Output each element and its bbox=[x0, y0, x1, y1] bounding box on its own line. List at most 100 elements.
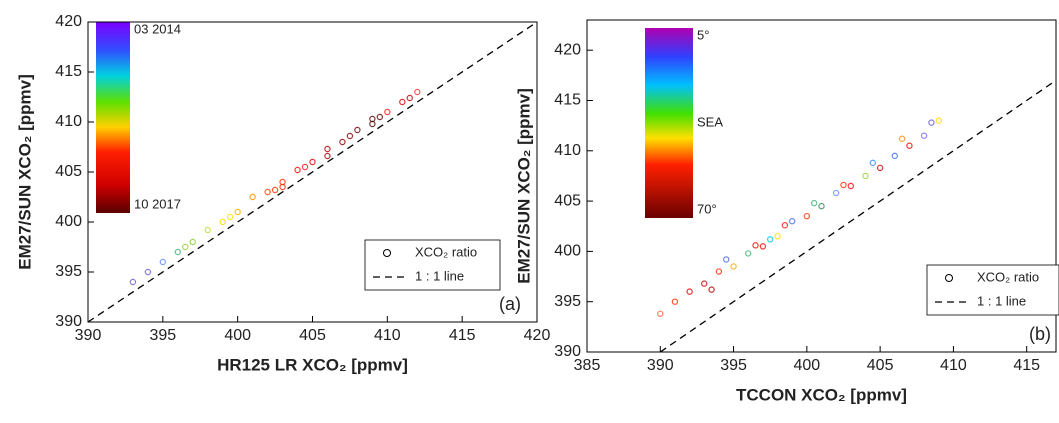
x-tick-label: 410 bbox=[940, 357, 967, 374]
legend-swatch bbox=[945, 274, 953, 282]
data-point bbox=[869, 159, 876, 167]
x-tick-label: 410 bbox=[374, 327, 401, 344]
data-point bbox=[144, 268, 152, 276]
y-tick-label: 395 bbox=[554, 293, 581, 310]
plot-area bbox=[88, 22, 537, 322]
data-point bbox=[928, 119, 935, 126]
data-point bbox=[671, 298, 679, 305]
data-point bbox=[920, 132, 928, 139]
plot-area bbox=[657, 79, 1056, 352]
data-point bbox=[862, 172, 869, 180]
x-tick-label: 400 bbox=[224, 327, 251, 344]
data-point bbox=[891, 152, 898, 160]
data-point bbox=[935, 117, 942, 124]
data-point bbox=[346, 132, 354, 140]
data-point bbox=[309, 158, 316, 166]
colorbar bbox=[645, 28, 693, 218]
y-tick-label: 410 bbox=[554, 142, 581, 159]
data-point bbox=[354, 126, 361, 134]
y-tick-label: 405 bbox=[55, 163, 82, 180]
data-point bbox=[294, 166, 301, 174]
data-point bbox=[840, 181, 847, 189]
reference-line bbox=[659, 79, 1056, 352]
data-point bbox=[324, 145, 331, 153]
y-tick-label: 405 bbox=[554, 192, 581, 209]
x-axis-label: TCCON XCO₂ [ppmv] bbox=[736, 385, 907, 404]
legend-swatch bbox=[383, 249, 391, 257]
legend-label: XCO₂ ratio bbox=[977, 269, 1039, 284]
y-tick-label: 390 bbox=[55, 313, 82, 330]
data-point bbox=[159, 258, 167, 266]
data-point bbox=[788, 218, 796, 225]
reference-line bbox=[88, 22, 537, 322]
data-point bbox=[129, 278, 137, 286]
y-tick-label: 400 bbox=[554, 243, 581, 260]
data-point bbox=[204, 226, 211, 234]
data-point bbox=[189, 238, 196, 246]
data-point bbox=[226, 213, 234, 221]
data-point bbox=[279, 183, 286, 191]
colorbar-label: SEA bbox=[697, 114, 723, 129]
panel-annotation: (a) bbox=[499, 294, 521, 314]
data-point bbox=[752, 242, 759, 249]
colorbar bbox=[96, 22, 130, 213]
x-tick-label: 405 bbox=[299, 327, 326, 344]
x-tick-label: 415 bbox=[1013, 357, 1040, 374]
data-point bbox=[906, 142, 913, 149]
legend-label: XCO₂ ratio bbox=[415, 244, 477, 259]
x-tick-label: 390 bbox=[647, 357, 674, 374]
data-point bbox=[745, 250, 752, 257]
x-tick-label: 420 bbox=[524, 327, 551, 344]
data-point bbox=[847, 182, 855, 190]
x-tick-label: 395 bbox=[720, 357, 747, 374]
data-point bbox=[803, 212, 811, 220]
data-point bbox=[715, 268, 723, 275]
data-point bbox=[708, 286, 715, 293]
data-point bbox=[182, 243, 189, 251]
data-point bbox=[701, 280, 708, 287]
data-point bbox=[271, 186, 279, 194]
legend-box bbox=[364, 239, 501, 291]
data-point bbox=[324, 152, 331, 160]
data-point bbox=[219, 218, 226, 226]
data-point bbox=[686, 288, 693, 295]
y-axis-label: EM27/SUN XCO₂ [ppmv] bbox=[514, 88, 533, 284]
data-point bbox=[369, 120, 376, 128]
y-axis-label: EM27/SUN XCO₂ [ppmv] bbox=[15, 74, 34, 270]
y-tick-label: 410 bbox=[55, 113, 82, 130]
data-point bbox=[767, 236, 774, 243]
data-point bbox=[339, 138, 346, 146]
legend-label: 1 : 1 line bbox=[415, 268, 464, 283]
data-point bbox=[406, 94, 413, 102]
data-point bbox=[759, 243, 767, 250]
colorbar-label: 03 2014 bbox=[134, 21, 181, 36]
colorbar-label: 10 2017 bbox=[134, 196, 181, 211]
data-point bbox=[898, 135, 906, 142]
data-point bbox=[399, 98, 406, 106]
data-point bbox=[264, 188, 271, 196]
data-point bbox=[384, 108, 391, 116]
data-point bbox=[234, 208, 241, 216]
colorbar-label: 70° bbox=[697, 201, 717, 216]
y-tick-label: 395 bbox=[55, 263, 82, 280]
data-point bbox=[301, 163, 309, 171]
data-point bbox=[414, 88, 421, 96]
panel-annotation: (b) bbox=[1029, 324, 1051, 344]
x-tick-label: 405 bbox=[867, 357, 894, 374]
x-tick-label: 415 bbox=[449, 327, 476, 344]
y-tick-label: 415 bbox=[554, 92, 581, 109]
x-tick-label: 385 bbox=[574, 357, 601, 374]
y-tick-label: 415 bbox=[55, 63, 82, 80]
y-tick-label: 420 bbox=[55, 13, 82, 30]
x-axis-label: HR125 LR XCO₂ [ppmv] bbox=[217, 355, 408, 374]
data-point bbox=[781, 222, 789, 229]
x-tick-label: 390 bbox=[75, 327, 102, 344]
data-point bbox=[249, 193, 256, 201]
data-point bbox=[876, 164, 884, 172]
x-tick-label: 400 bbox=[793, 357, 820, 374]
y-tick-label: 390 bbox=[554, 343, 581, 360]
data-point bbox=[657, 310, 664, 317]
plot-frame bbox=[586, 19, 1057, 353]
colorbar-label: 5° bbox=[697, 27, 709, 42]
